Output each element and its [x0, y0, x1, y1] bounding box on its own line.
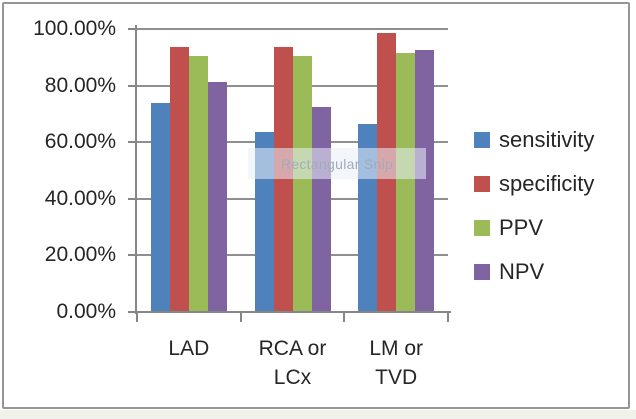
y-tick-label: 80.00%: [44, 73, 116, 97]
legend-item-specificity: specificity: [474, 170, 594, 198]
legend-label: sensitivity: [499, 127, 595, 152]
y-tick-label: 40.00%: [44, 186, 116, 210]
bar-NPV-LAD: [207, 81, 227, 312]
bar-sensitivity-LAD: [150, 103, 170, 312]
rectangular-snip-tooltip: Rectangular Snip: [248, 148, 426, 179]
legend-swatch-sensitivity: [474, 132, 490, 148]
chart-frame-border: [2, 2, 630, 409]
bar-specificity-RCA-or-LCx: [273, 46, 293, 312]
gridline-100pct: [137, 28, 448, 30]
bar-PPV-LAD: [188, 56, 208, 312]
y-tick: [128, 197, 137, 200]
rectangular-snip-label: Rectangular Snip: [280, 155, 394, 172]
y-tick: [128, 141, 137, 144]
bar-NPV-RCA-or-LCx: [311, 107, 331, 312]
bottom-margin-strip: [0, 410, 636, 419]
y-tick: [128, 311, 137, 313]
y-tick-label: 100.00%: [33, 17, 116, 40]
y-tick-label: 0.00%: [56, 300, 116, 323]
x-tick: [136, 312, 138, 322]
x-tick: [447, 312, 449, 322]
legend-label: NPV: [499, 259, 545, 284]
legend-label: specificity: [499, 171, 595, 196]
bar-specificity-LAD: [169, 46, 189, 312]
legend-swatch-specificity: [474, 176, 490, 192]
y-tick-label: 60.00%: [44, 130, 116, 154]
bar-PPV-RCA-or-LCx: [292, 56, 312, 312]
y-tick-label: 20.00%: [44, 243, 116, 267]
y-axis: [135, 25, 137, 314]
legend-item-NPV: NPV: [474, 258, 544, 286]
legend-swatch-PPV: [474, 220, 490, 236]
x-tick: [239, 312, 242, 322]
y-tick: [128, 84, 137, 87]
legend-item-PPV: PPV: [474, 214, 543, 242]
y-tick: [128, 28, 137, 30]
bar-PPV-LM-or-TVD: [396, 52, 416, 312]
legend-swatch-NPV: [474, 264, 490, 280]
y-tick: [128, 254, 137, 257]
bar-NPV-LM-or-TVD: [415, 49, 435, 312]
legend-label: PPV: [499, 215, 544, 240]
x-tick: [343, 312, 346, 322]
legend-item-sensitivity: sensitivity: [474, 126, 594, 154]
x-axis: [128, 311, 451, 313]
x-category-label: LM or TVD: [369, 337, 423, 389]
x-category-label: RCA or LCx: [258, 337, 327, 389]
x-category-label: LAD: [168, 337, 210, 360]
